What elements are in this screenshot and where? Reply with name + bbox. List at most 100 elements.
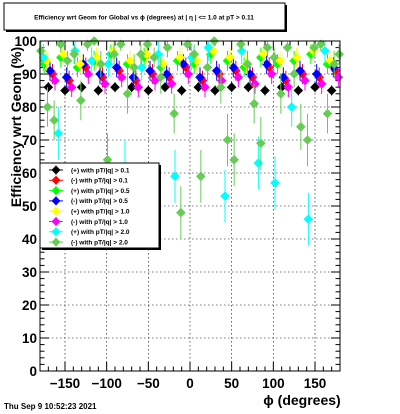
data-point [183, 69, 194, 79]
legend-label: (+) with pT/|q| > 2.0 [71, 229, 130, 236]
data-points [36, 36, 344, 246]
y-tick-label: 0 [29, 364, 37, 379]
data-point [291, 52, 302, 63]
data-point [50, 75, 60, 86]
series-4 [41, 41, 335, 74]
data-point [36, 46, 46, 56]
data-point [289, 69, 299, 79]
data-point [250, 79, 260, 89]
legend-marker [51, 175, 61, 185]
data-point [133, 82, 144, 92]
data-point [116, 39, 126, 50]
legend-entry: (-) with pT/|q| > 0.1 [49, 175, 128, 185]
data-point [258, 49, 269, 59]
data-point [302, 135, 313, 145]
data-point [122, 89, 133, 99]
data-point [311, 69, 322, 79]
data-point [86, 56, 97, 66]
data-point [102, 155, 113, 165]
data-point [169, 108, 179, 119]
data-point [228, 62, 239, 73]
legend-label: (-) with pT/|q| > 1.0 [71, 219, 128, 226]
x-tick-label: 150 [304, 376, 327, 391]
data-point [126, 82, 137, 92]
data-point [261, 59, 272, 69]
y-tick-label: 60 [22, 166, 37, 181]
data-point [175, 52, 185, 63]
data-point [320, 46, 330, 56]
data-point [310, 82, 320, 92]
data-point [322, 108, 333, 119]
x-tick-label: 0 [186, 376, 194, 391]
data-point [226, 82, 237, 92]
data-point [160, 82, 170, 92]
x-tick-label: −100 [91, 376, 121, 391]
chart-title: Efficiency wrt Geom for Global vs ϕ (deg… [34, 15, 254, 22]
data-point [53, 128, 64, 139]
series-0 [43, 82, 337, 96]
data-point [276, 89, 286, 99]
data-point [286, 102, 297, 112]
title-box: Efficiency wrt Geom for Global vs ϕ (deg… [3, 2, 287, 32]
data-point [195, 72, 205, 83]
data-point [200, 82, 210, 92]
data-point [260, 85, 270, 96]
y-axis-label: Efficiency wrt Geom (%) [8, 47, 24, 207]
data-point [58, 49, 69, 59]
data-point [141, 49, 152, 59]
legend-entry: (+) with pT/|q| > 1.0 [49, 206, 130, 216]
series-7 [36, 36, 344, 239]
data-point [193, 82, 204, 92]
legend-label: (+) with pT/|q| > 1.0 [71, 209, 130, 216]
data-point [276, 82, 287, 92]
data-point [316, 79, 327, 89]
data-point [202, 62, 213, 73]
data-point [229, 155, 239, 165]
y-tick-label: 80 [22, 100, 37, 115]
data-point [282, 42, 293, 53]
data-point [191, 56, 202, 66]
data-point [161, 69, 172, 79]
data-point [256, 52, 266, 63]
data-point [109, 49, 119, 59]
data-point [334, 49, 344, 59]
data-point [56, 39, 66, 50]
data-point [176, 85, 187, 96]
legend-marker [51, 227, 61, 237]
data-point [236, 39, 246, 50]
data-point [220, 191, 230, 201]
legend-marker [51, 186, 61, 196]
series-5 [50, 64, 344, 98]
data-point [93, 85, 104, 96]
legend-label: (+) with pT/|q| > 0.5 [71, 188, 130, 195]
legend-label: (-) with pT/|q| > 0.5 [71, 198, 128, 205]
data-point [278, 72, 289, 83]
data-point [203, 42, 214, 53]
legend-entry: (-) with pT/|q| > 0.5 [49, 196, 128, 206]
data-point [129, 62, 139, 73]
data-point [43, 82, 54, 92]
x-tick-label: −150 [50, 376, 80, 391]
data-point [62, 56, 73, 66]
data-point [303, 214, 314, 224]
data-point [300, 75, 310, 86]
data-point [329, 59, 339, 69]
data-point [225, 52, 235, 63]
y-axis-ticks: 0 10 20 30 40 50 60 70 80 90 100 [14, 34, 340, 379]
data-point [211, 65, 222, 76]
legend-marker [51, 165, 61, 175]
data-point [216, 75, 227, 86]
data-point [47, 69, 58, 79]
data-point [162, 42, 173, 53]
data-point [233, 72, 244, 83]
legend-marker [51, 206, 61, 216]
x-tick-label: 100 [262, 376, 285, 391]
data-point [61, 72, 72, 83]
data-point [66, 82, 77, 92]
data-point [142, 39, 153, 50]
legend-label: (+) with pT/|q| > 0.1 [71, 167, 130, 174]
data-point [128, 72, 139, 83]
x-axis-label: ϕ (degrees) [263, 392, 340, 408]
legend-label: (-) with pT/|q| > 2.0 [71, 239, 128, 246]
